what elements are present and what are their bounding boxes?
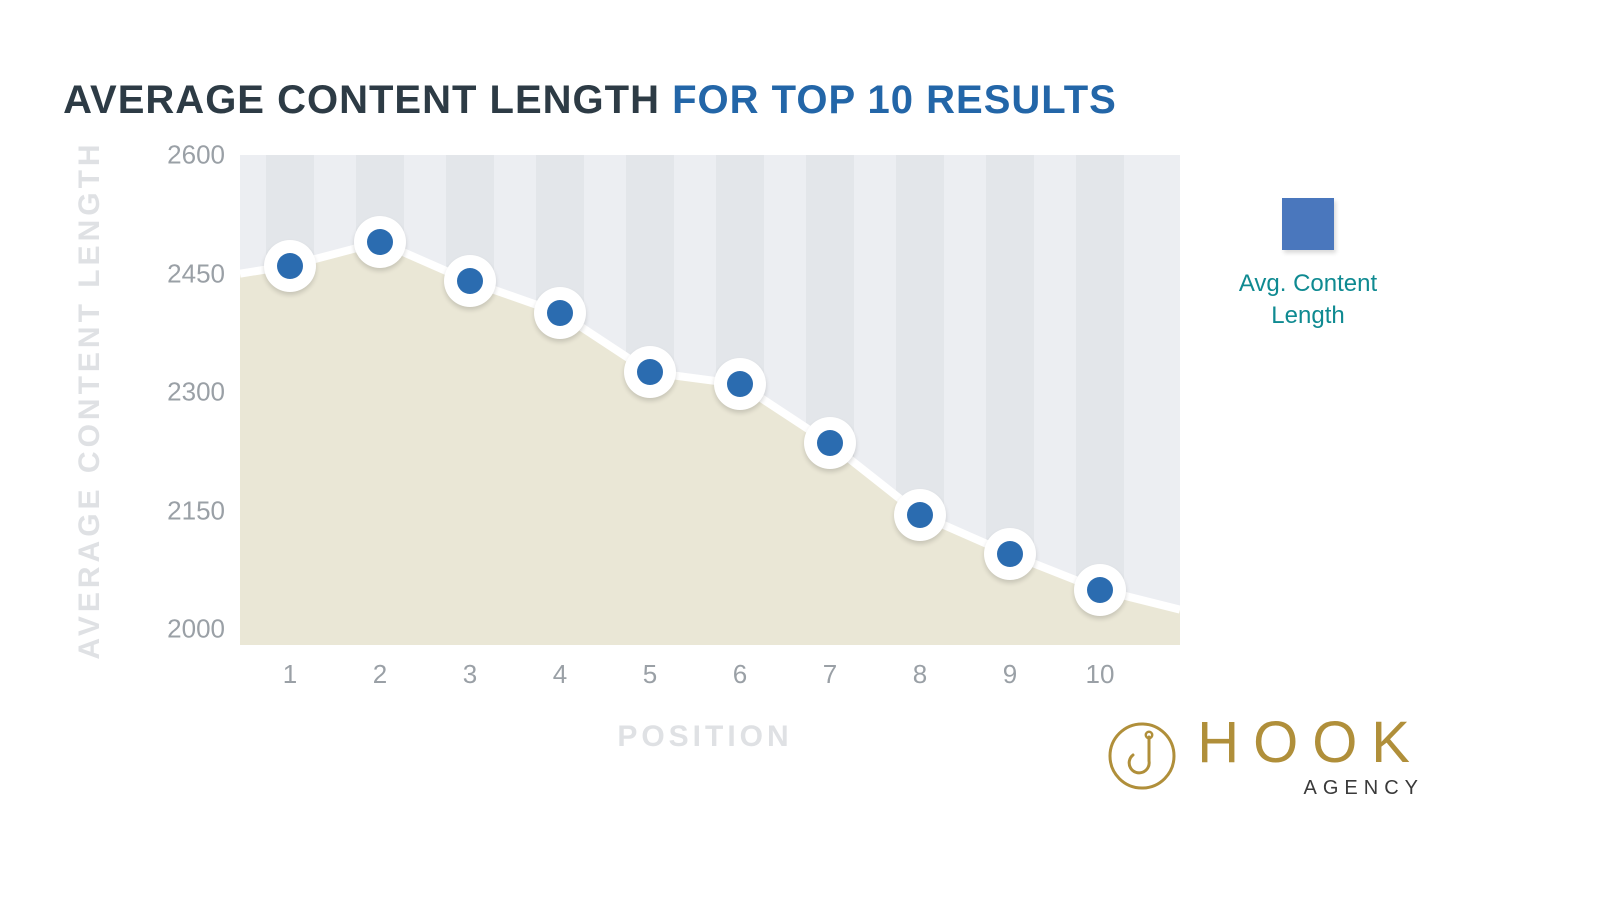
y-tick-label: 2600 xyxy=(145,140,225,171)
plot-band xyxy=(896,155,944,645)
y-tick-label: 2150 xyxy=(145,495,225,526)
plot-band xyxy=(446,155,494,645)
chart-title-part-b: FOR TOP 10 RESULTS xyxy=(672,78,1117,122)
data-point-inner xyxy=(907,502,933,528)
x-tick-label: 4 xyxy=(540,659,580,690)
chart-title: AVERAGE CONTENT LENGTH FOR TOP 10 RESULT… xyxy=(0,78,1180,123)
chart-title-part-a: AVERAGE CONTENT LENGTH xyxy=(63,78,672,122)
y-tick-label: 2450 xyxy=(145,258,225,289)
brand-name: HOOK xyxy=(1197,714,1424,772)
hook-icon xyxy=(1107,721,1177,791)
data-point xyxy=(1074,564,1126,616)
data-point xyxy=(534,287,586,339)
x-tick-label: 10 xyxy=(1080,659,1120,690)
x-tick-label: 9 xyxy=(990,659,1030,690)
x-tick-label: 2 xyxy=(360,659,400,690)
plot-band xyxy=(806,155,854,645)
y-tick-label: 2300 xyxy=(145,377,225,408)
x-tick-label: 1 xyxy=(270,659,310,690)
legend-swatch xyxy=(1282,198,1334,250)
data-point-inner xyxy=(637,359,663,385)
x-tick-label: 6 xyxy=(720,659,760,690)
brand-logo: HOOK AGENCY xyxy=(1107,714,1424,798)
data-point xyxy=(804,417,856,469)
brand-logo-text: HOOK AGENCY xyxy=(1197,714,1424,798)
data-point-inner xyxy=(457,268,483,294)
data-point xyxy=(624,346,676,398)
data-point xyxy=(444,255,496,307)
y-tick-label: 2000 xyxy=(145,614,225,645)
data-point xyxy=(894,489,946,541)
data-point-inner xyxy=(727,371,753,397)
data-point-inner xyxy=(547,300,573,326)
data-point-inner xyxy=(997,541,1023,567)
brand-sub: AGENCY xyxy=(1197,778,1424,798)
data-point xyxy=(984,528,1036,580)
data-point xyxy=(354,216,406,268)
data-point-inner xyxy=(367,229,393,255)
plot-band xyxy=(626,155,674,645)
x-tick-label: 3 xyxy=(450,659,490,690)
data-point xyxy=(264,240,316,292)
legend-label: Avg. Content Length xyxy=(1218,268,1398,333)
data-point-inner xyxy=(277,253,303,279)
chart-plot-area xyxy=(240,155,1180,645)
data-point-inner xyxy=(817,430,843,456)
x-tick-label: 7 xyxy=(810,659,850,690)
y-axis-title: AVERAGE CONTENT LENGTH xyxy=(73,140,107,659)
plot-band xyxy=(266,155,314,645)
data-point xyxy=(714,358,766,410)
legend: Avg. Content Length xyxy=(1218,198,1398,333)
x-tick-label: 5 xyxy=(630,659,670,690)
plot-band xyxy=(536,155,584,645)
chart-title-wrap: AVERAGE CONTENT LENGTH FOR TOP 10 RESULT… xyxy=(0,78,1180,123)
x-tick-label: 8 xyxy=(900,659,940,690)
data-point-inner xyxy=(1087,577,1113,603)
